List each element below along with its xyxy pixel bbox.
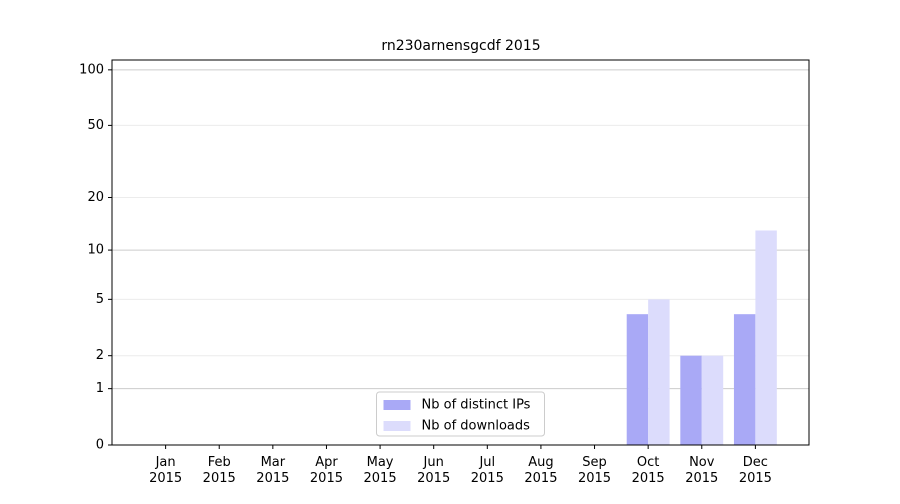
y-tick-label: 2: [96, 348, 104, 363]
x-tick-label: Mar 2015: [256, 455, 289, 486]
bar: [755, 230, 777, 445]
y-tick-label: 5: [96, 292, 104, 307]
y-tick-label: 20: [87, 190, 104, 205]
y-tick-label: 1: [96, 381, 104, 396]
legend-label: Nb of distinct IPs: [422, 398, 531, 413]
bars: [626, 230, 777, 445]
legend: Nb of distinct IPs Nb of downloads: [376, 391, 545, 437]
bar: [648, 299, 670, 445]
y-tick-label: 50: [87, 118, 104, 133]
x-tick-label: Apr 2015: [310, 455, 343, 486]
plot-frame: [111, 59, 810, 446]
legend-box: [376, 391, 545, 437]
bar: [680, 355, 702, 445]
chart-title: rn230arnensgcdf 2015: [381, 38, 540, 54]
x-tick-label: Jan 2015: [149, 455, 182, 486]
legend-label: Nb of downloads: [422, 419, 531, 434]
y-tick-label: 100: [79, 62, 104, 77]
x-tick-label: Jul 2015: [471, 455, 504, 486]
x-tick-label: Nov 2015: [685, 455, 718, 486]
bar: [626, 314, 649, 445]
x-tick-label: Jun 2015: [417, 455, 450, 486]
legend-swatch: [383, 400, 411, 410]
x-tick-label: Feb 2015: [203, 455, 236, 486]
x-tick-label: Oct 2015: [632, 455, 665, 486]
bar: [701, 355, 724, 445]
x-tick-label: Aug 2015: [524, 455, 557, 486]
bar: [733, 314, 756, 445]
x-tick-label: May 2015: [364, 455, 397, 486]
x-tick-label: Dec 2015: [739, 455, 772, 486]
y-tick-label: 0: [96, 438, 104, 453]
legend-swatch: [383, 421, 411, 431]
y-tick-label: 10: [87, 243, 104, 258]
x-tick-label: Sep 2015: [578, 455, 611, 486]
